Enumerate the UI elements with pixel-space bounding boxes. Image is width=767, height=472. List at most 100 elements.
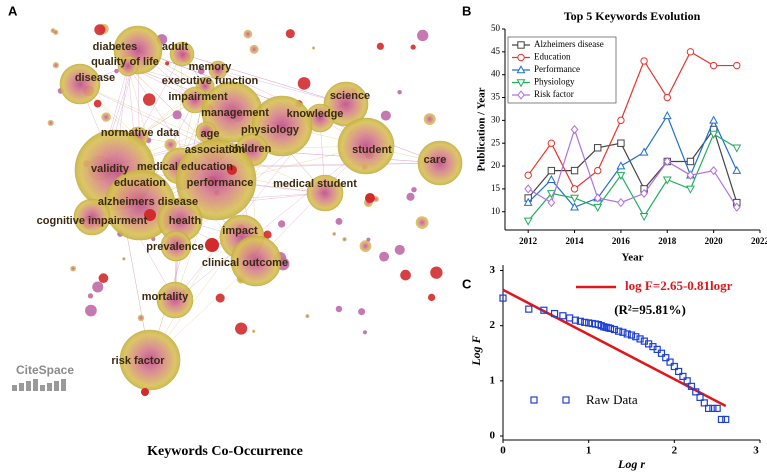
keyword-label: age <box>201 128 220 140</box>
data-point <box>662 110 672 120</box>
data-point <box>662 354 670 362</box>
data-point <box>663 93 671 102</box>
network-dot <box>235 322 248 335</box>
network-dot <box>249 44 259 54</box>
data-point <box>709 404 717 413</box>
network-dot <box>93 99 102 108</box>
data-point <box>523 197 533 206</box>
data-point <box>570 194 579 203</box>
y-tick-label: 40 <box>491 69 501 79</box>
data-point <box>687 382 696 390</box>
network-dot <box>165 61 170 66</box>
data-point <box>636 335 644 343</box>
network-dot <box>335 305 343 313</box>
data-point <box>686 185 695 194</box>
data-point <box>709 166 718 176</box>
keyword-label: normative data <box>101 127 180 139</box>
data-point <box>546 190 556 199</box>
data-point <box>686 170 695 180</box>
legend-label: Risk factor <box>534 89 574 99</box>
network-dot <box>365 193 375 203</box>
network-nodes <box>47 23 463 396</box>
keyword-label: adult <box>162 41 189 53</box>
keyword-label: medical education <box>137 161 233 173</box>
network-dot <box>430 266 443 279</box>
keyword-label: association <box>185 144 246 156</box>
data-point <box>593 193 602 203</box>
keyword-label: clinical outcome <box>202 257 288 269</box>
data-point <box>570 185 579 193</box>
y-tick-label: 35 <box>491 92 501 102</box>
network-dot <box>379 251 390 262</box>
legend-marker <box>562 396 570 404</box>
network-node <box>175 139 257 221</box>
network-dot <box>359 240 372 252</box>
data-point <box>704 404 713 413</box>
data-point <box>571 316 579 324</box>
data-point <box>717 415 726 424</box>
data-point <box>732 144 742 153</box>
network-edge <box>137 53 183 138</box>
network-dot <box>137 314 145 322</box>
panel-label: A <box>8 3 18 18</box>
y-tick-label: 50 <box>491 23 501 33</box>
network-dot <box>380 110 391 121</box>
keyword-label: impairment <box>168 91 228 103</box>
keyword-label: children <box>229 143 272 155</box>
legend-label: log F=2.65-0.81logr <box>625 278 733 293</box>
data-point <box>570 202 579 211</box>
data-point <box>593 203 603 213</box>
network-dot <box>243 29 253 39</box>
keyword-label: care <box>424 154 447 166</box>
network-dot <box>312 46 316 50</box>
network-edge <box>181 53 347 105</box>
data-point <box>523 217 533 226</box>
keyword-label: knowledge <box>287 108 344 120</box>
network-dot <box>164 138 177 151</box>
network-dot <box>85 304 97 317</box>
data-point <box>559 312 567 320</box>
network-dot <box>427 293 436 302</box>
network-dot <box>114 68 119 74</box>
data-point <box>617 116 625 125</box>
series-line <box>527 127 738 208</box>
network-node <box>251 95 313 157</box>
network-node <box>59 63 101 105</box>
data-point <box>550 309 559 318</box>
keyword-label: impact <box>222 225 258 237</box>
logo-bar <box>33 379 38 391</box>
network-node <box>230 235 282 287</box>
network-title: Keywords Co-Occurrence <box>147 444 303 459</box>
keyword-label: risk factor <box>111 355 165 367</box>
network-dot <box>342 237 347 242</box>
logo-bar <box>47 383 52 391</box>
network-dot <box>278 220 286 228</box>
data-point <box>683 377 691 385</box>
data-point <box>632 333 640 341</box>
network-node <box>160 230 192 262</box>
data-point <box>696 393 704 401</box>
data-point <box>692 388 700 396</box>
data-point <box>546 174 556 184</box>
data-point <box>709 115 719 124</box>
data-point <box>525 305 533 313</box>
keyword-label: physiology <box>241 124 300 136</box>
network-dot <box>52 62 59 69</box>
legend-marker <box>517 53 525 62</box>
data-point <box>576 317 584 325</box>
network-dot <box>376 42 384 50</box>
legend-label: Performance <box>534 64 580 74</box>
network-dot <box>94 24 106 36</box>
data-point <box>540 306 548 314</box>
y-tick-label: 15 <box>491 183 501 193</box>
keyword-label: mortality <box>142 291 189 303</box>
network-dot <box>92 281 104 293</box>
legend-marker <box>517 90 525 100</box>
data-point <box>732 165 742 174</box>
y-tick-label: 0 <box>490 430 496 442</box>
network-dot <box>101 112 111 122</box>
data-point <box>547 139 556 147</box>
network-node <box>337 117 395 175</box>
data-point <box>666 358 674 366</box>
network-dot <box>332 232 337 236</box>
